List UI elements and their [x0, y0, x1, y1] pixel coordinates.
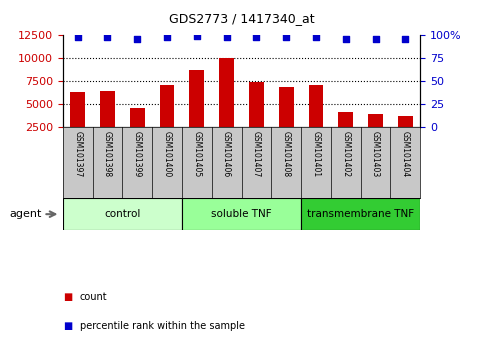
Text: count: count [80, 292, 107, 302]
Text: ■: ■ [63, 321, 72, 331]
Bar [219, 58, 234, 127]
Bar [368, 114, 383, 127]
Bar [338, 112, 353, 127]
Point [342, 36, 350, 42]
Text: GSM101404: GSM101404 [401, 131, 410, 177]
Point [223, 34, 230, 40]
Text: GSM101399: GSM101399 [133, 131, 142, 177]
Text: transmembrane TNF: transmembrane TNF [307, 209, 414, 219]
Point [372, 36, 380, 42]
Bar [70, 92, 85, 127]
Point [253, 34, 260, 40]
Text: GDS2773 / 1417340_at: GDS2773 / 1417340_at [169, 12, 314, 25]
Text: GSM101401: GSM101401 [312, 131, 320, 177]
Bar [249, 82, 264, 127]
Point [193, 34, 201, 39]
FancyBboxPatch shape [301, 198, 420, 230]
Point [133, 36, 141, 42]
Text: soluble TNF: soluble TNF [211, 209, 272, 219]
FancyBboxPatch shape [182, 198, 301, 230]
Bar [189, 70, 204, 127]
Text: agent: agent [10, 209, 42, 219]
Text: control: control [104, 209, 141, 219]
Text: GSM101407: GSM101407 [252, 131, 261, 177]
Text: ■: ■ [63, 292, 72, 302]
FancyBboxPatch shape [63, 198, 182, 230]
Text: GSM101397: GSM101397 [73, 131, 82, 177]
Point [401, 36, 409, 42]
Text: GSM101402: GSM101402 [341, 131, 350, 177]
Bar [100, 91, 115, 127]
Text: GSM101400: GSM101400 [163, 131, 171, 177]
Point [74, 34, 82, 40]
Point [312, 34, 320, 40]
Point [282, 34, 290, 40]
Text: GSM101403: GSM101403 [371, 131, 380, 177]
Point [163, 34, 171, 40]
Bar [279, 87, 294, 127]
Text: GSM101405: GSM101405 [192, 131, 201, 177]
Text: percentile rank within the sample: percentile rank within the sample [80, 321, 245, 331]
Bar [159, 85, 174, 127]
Bar [130, 108, 145, 127]
Point [104, 34, 112, 40]
Text: GSM101406: GSM101406 [222, 131, 231, 177]
Text: GSM101398: GSM101398 [103, 131, 112, 177]
Bar [398, 116, 413, 127]
Text: GSM101408: GSM101408 [282, 131, 291, 177]
Bar [309, 85, 324, 127]
